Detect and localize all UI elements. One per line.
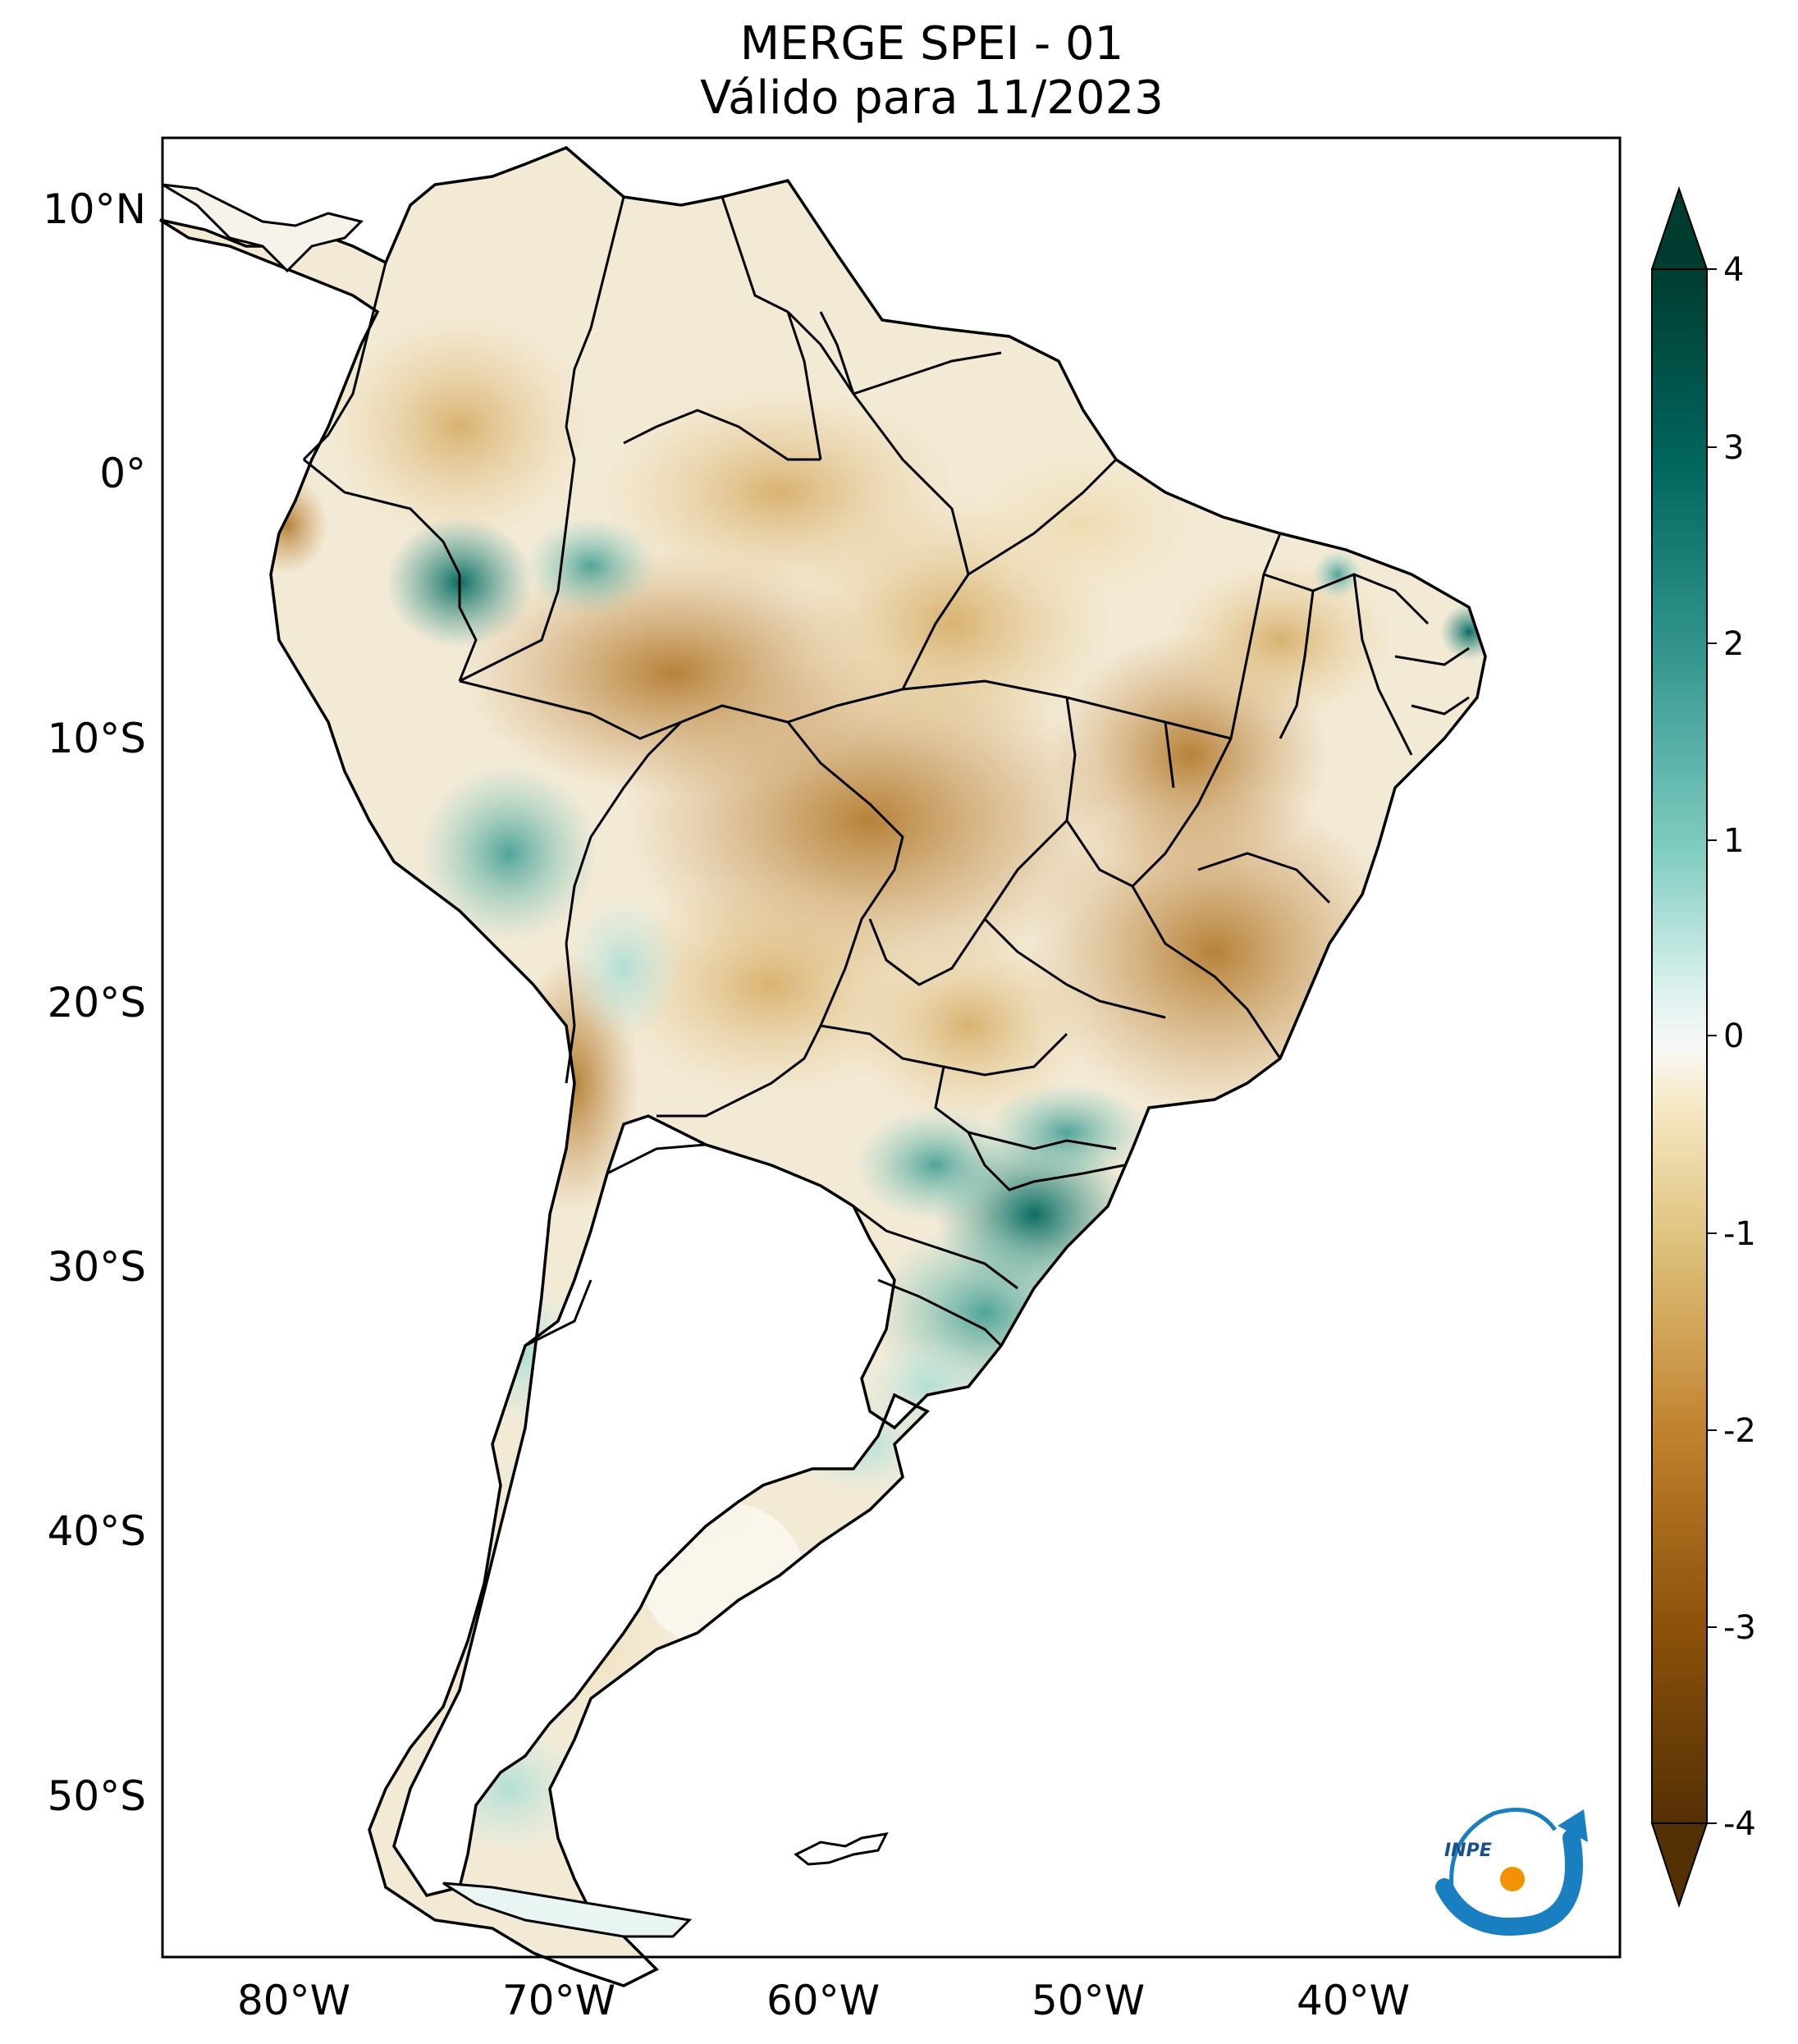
lon-tick-label: 40°W xyxy=(1297,1977,1410,2024)
lon-tick-label: 70°W xyxy=(502,1977,615,2024)
inpe-logo: INPE xyxy=(1435,1808,1588,1936)
chart-title-line1: MERGE SPEI - 01 xyxy=(739,17,1124,71)
colorbar-tick-label: -2 xyxy=(1723,1412,1756,1450)
colorbar-tick-label: 3 xyxy=(1723,429,1744,467)
tierra-del-fuego xyxy=(442,1882,693,1938)
colorbar-tick-label: 0 xyxy=(1723,1017,1744,1055)
lat-tick-label: 0° xyxy=(99,450,146,497)
lat-tick-label: 50°S xyxy=(48,1772,146,1820)
lon-tick-label: 50°W xyxy=(1032,1977,1145,2024)
lon-tick-label: 80°W xyxy=(237,1977,350,2024)
colorbar: 4 3 2 1 0 -1 -2 -3 -4 xyxy=(1650,185,1756,1909)
inpe-logo-text: INPE xyxy=(1444,1841,1492,1861)
longitude-axis: 80°W 70°W 60°W 50°W 40°W xyxy=(237,1977,1410,2024)
colorbar-extend-max xyxy=(1650,185,1709,270)
falkland-islands xyxy=(794,1832,889,1866)
central-america-outline xyxy=(162,183,364,273)
lat-tick-label: 40°S xyxy=(48,1507,146,1555)
colorbar-tick-label: 1 xyxy=(1723,822,1744,860)
chart-title-line2: Válido para 11/2023 xyxy=(700,71,1164,125)
map-frame xyxy=(161,136,1622,1959)
continent-outline xyxy=(159,145,1487,1987)
lat-tick-label: 10°S xyxy=(48,715,146,762)
lon-tick-label: 60°W xyxy=(766,1977,880,2024)
colorbar-tick-label: 2 xyxy=(1723,625,1744,663)
colorbar-gradient xyxy=(1651,268,1708,1824)
latitude-axis: 10°N 0° 10°S 20°S 30°S 40°S 50°S xyxy=(43,185,146,1820)
colorbar-tick-label: -4 xyxy=(1723,1805,1756,1843)
lat-tick-label: 20°S xyxy=(48,979,146,1027)
political-borders xyxy=(302,196,1470,1347)
colorbar-tick-label: -3 xyxy=(1723,1609,1756,1647)
lat-tick-label: 30°S xyxy=(48,1243,146,1291)
colorbar-extend-min xyxy=(1650,1822,1709,1909)
lat-tick-label: 10°N xyxy=(43,185,146,233)
colorbar-tick-label: 4 xyxy=(1723,251,1744,289)
colorbar-tick-label: -1 xyxy=(1723,1215,1756,1253)
